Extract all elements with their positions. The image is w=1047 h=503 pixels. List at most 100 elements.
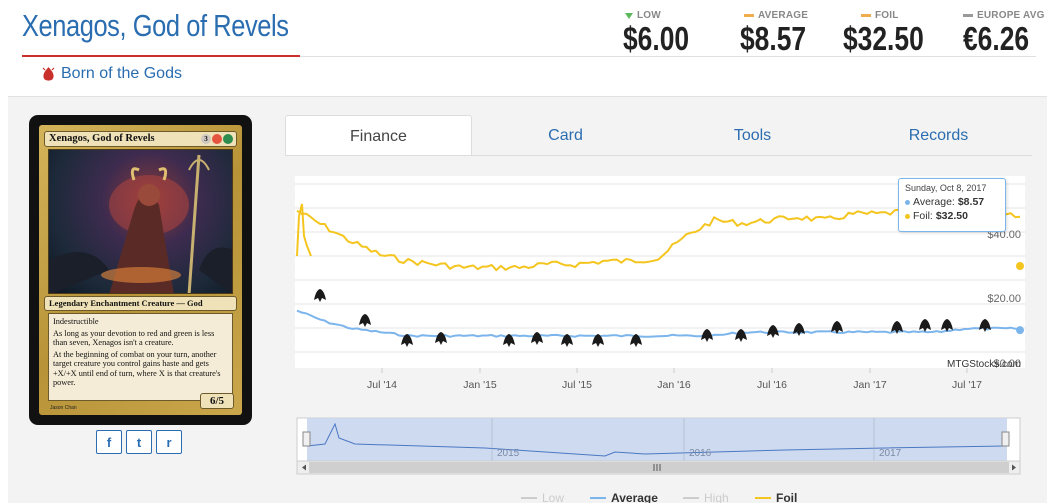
series-average-line (296, 309, 1021, 338)
set-release-marker-icon (503, 334, 515, 347)
legend-item-label: High (704, 491, 729, 503)
set-glyph (359, 314, 371, 327)
set-release-marker-icon (531, 332, 543, 345)
tab-bar: Finance Card Tools Records (285, 115, 1032, 156)
set-glyph (793, 323, 805, 336)
set-glyph (941, 319, 953, 332)
price-foil-label: FOIL (875, 10, 899, 21)
set-glyph (503, 334, 515, 347)
tab-records[interactable]: Records (908, 127, 969, 144)
set-release-marker-icon (701, 329, 713, 342)
rules-line: At the beginning of combat on your turn,… (53, 349, 221, 388)
average-point (1016, 326, 1024, 335)
navigator-selection (307, 418, 1007, 462)
facebook-share-button[interactable]: f (96, 430, 122, 454)
legend-item-label: Low (542, 491, 564, 503)
rules-line: As long as your devotion to red and gree… (53, 328, 215, 348)
set-glyph (735, 329, 747, 342)
set-glyph (979, 319, 991, 332)
reddit-share-button[interactable]: r (156, 430, 182, 454)
reddit-icon: r (166, 434, 172, 450)
y-tick-label: $0.00 (993, 358, 1021, 370)
set-name[interactable]: Born of the Gods (61, 65, 182, 82)
card-header: Xenagos, God of Revels Born of the Gods … (0, 0, 1047, 95)
navigator-year-label: 2015 (497, 448, 520, 459)
x-tick-label: Jan '16 (657, 379, 691, 391)
tooltip-foil-label: Foil: (913, 210, 933, 222)
card-power-toughness: 6/5 (200, 393, 234, 409)
tab-tools[interactable]: Tools (733, 127, 772, 144)
born-of-the-gods-set-icon (42, 67, 55, 81)
set-glyph (891, 321, 903, 334)
set-release-marker-icon (919, 319, 931, 332)
navigator-right-handle (1001, 431, 1010, 447)
card-name-text: Xenagos, God of Revels (49, 133, 155, 144)
satyr-artwork-icon (49, 154, 232, 293)
tooltip-average-label: Average: (913, 196, 955, 208)
mana-green-icon (223, 134, 233, 144)
navigator-series (306, 422, 1006, 457)
price-average-value: $8.57 (740, 20, 807, 57)
x-tick-label: Jul '16 (757, 379, 787, 391)
price-average: AVERAGE $8.57 (740, 10, 823, 58)
foil-marker-icon (861, 14, 871, 17)
x-tick-label: Jan '15 (463, 379, 497, 391)
price-europe: EUROPE AVG €6.26 (963, 10, 1046, 58)
navigator-left-handle (302, 431, 311, 447)
set-release-marker-icon (401, 334, 413, 347)
tab-card[interactable]: Card (548, 127, 583, 144)
scroll-left-icon (302, 464, 306, 471)
set-glyph (592, 334, 604, 347)
twitter-share-button[interactable]: t (126, 430, 152, 454)
tab-finance[interactable]: Finance (285, 115, 472, 156)
price-low: LOW $6.00 (623, 10, 706, 58)
average-marker-icon (744, 14, 754, 17)
set-release-marker-icon (735, 329, 747, 342)
price-chart[interactable]: $40.00 $20.00 $0.00 MTGStocks.com Jul '14 Jan… (285, 156, 1032, 503)
x-tick-label: Jul '14 (367, 379, 397, 391)
legend-item-label: Foil (776, 491, 797, 503)
set-release-marker-icon (314, 289, 326, 302)
card-name: Xenagos, God of Revels 3 (44, 131, 237, 147)
set-glyph (919, 319, 931, 332)
tooltip-foil-value: $32.50 (935, 210, 968, 222)
card-artist: Jason Chan (50, 405, 77, 411)
facebook-icon: f (106, 434, 112, 450)
set-release-marker-icon (359, 314, 371, 327)
card-rules-text: Indestructible As long as your devotion … (48, 313, 233, 401)
mana-generic-icon: 3 (201, 134, 211, 144)
set-release-marker-icon (435, 332, 447, 345)
share-buttons: f t r (96, 430, 182, 454)
tooltip-average-value: $8.57 (957, 196, 985, 208)
set-release-marker-icon (891, 321, 903, 334)
set-link[interactable]: Born of the Gods (42, 65, 182, 83)
y-tick-label: $20.00 (987, 293, 1021, 305)
card-artwork (48, 149, 233, 294)
legend-item-label: Average (611, 491, 658, 503)
price-average-label: AVERAGE (758, 10, 809, 21)
set-release-marker-icon (767, 325, 779, 338)
navigator-year-label: 2017 (879, 448, 902, 459)
header-divider (300, 56, 1036, 57)
price-foil-value: $32.50 (843, 20, 924, 57)
set-release-marker-icon (793, 323, 805, 336)
mana-cost: 3 (201, 134, 233, 144)
page-title: Xenagos, God of Revels (22, 8, 289, 43)
set-glyph (531, 332, 543, 345)
scrollbar-thumb (309, 462, 1009, 473)
tab-divider (285, 155, 1032, 156)
set-release-marker-icon (831, 321, 843, 334)
x-tick-label: Jul '17 (952, 379, 982, 391)
x-tick-label: Jan '17 (853, 379, 887, 391)
tooltip-date: Sunday, Oct 8, 2017 (905, 183, 987, 193)
set-release-marker-icon (979, 319, 991, 332)
set-release-marker-icon (941, 319, 953, 332)
price-europe-label: EUROPE AVG (977, 10, 1045, 21)
set-release-marker-icon (592, 334, 604, 347)
card-image[interactable]: Xenagos, God of Revels 3 Legendary Encha… (29, 115, 252, 425)
chart-tooltip: Sunday, Oct 8, 2017 Average: $8.57 Foil: $… (898, 178, 1006, 232)
chart-watermark: MTGStocks.com (947, 359, 1021, 370)
set-glyph (701, 329, 713, 342)
title-underline (22, 55, 300, 57)
scroll-right-icon (1012, 464, 1016, 471)
